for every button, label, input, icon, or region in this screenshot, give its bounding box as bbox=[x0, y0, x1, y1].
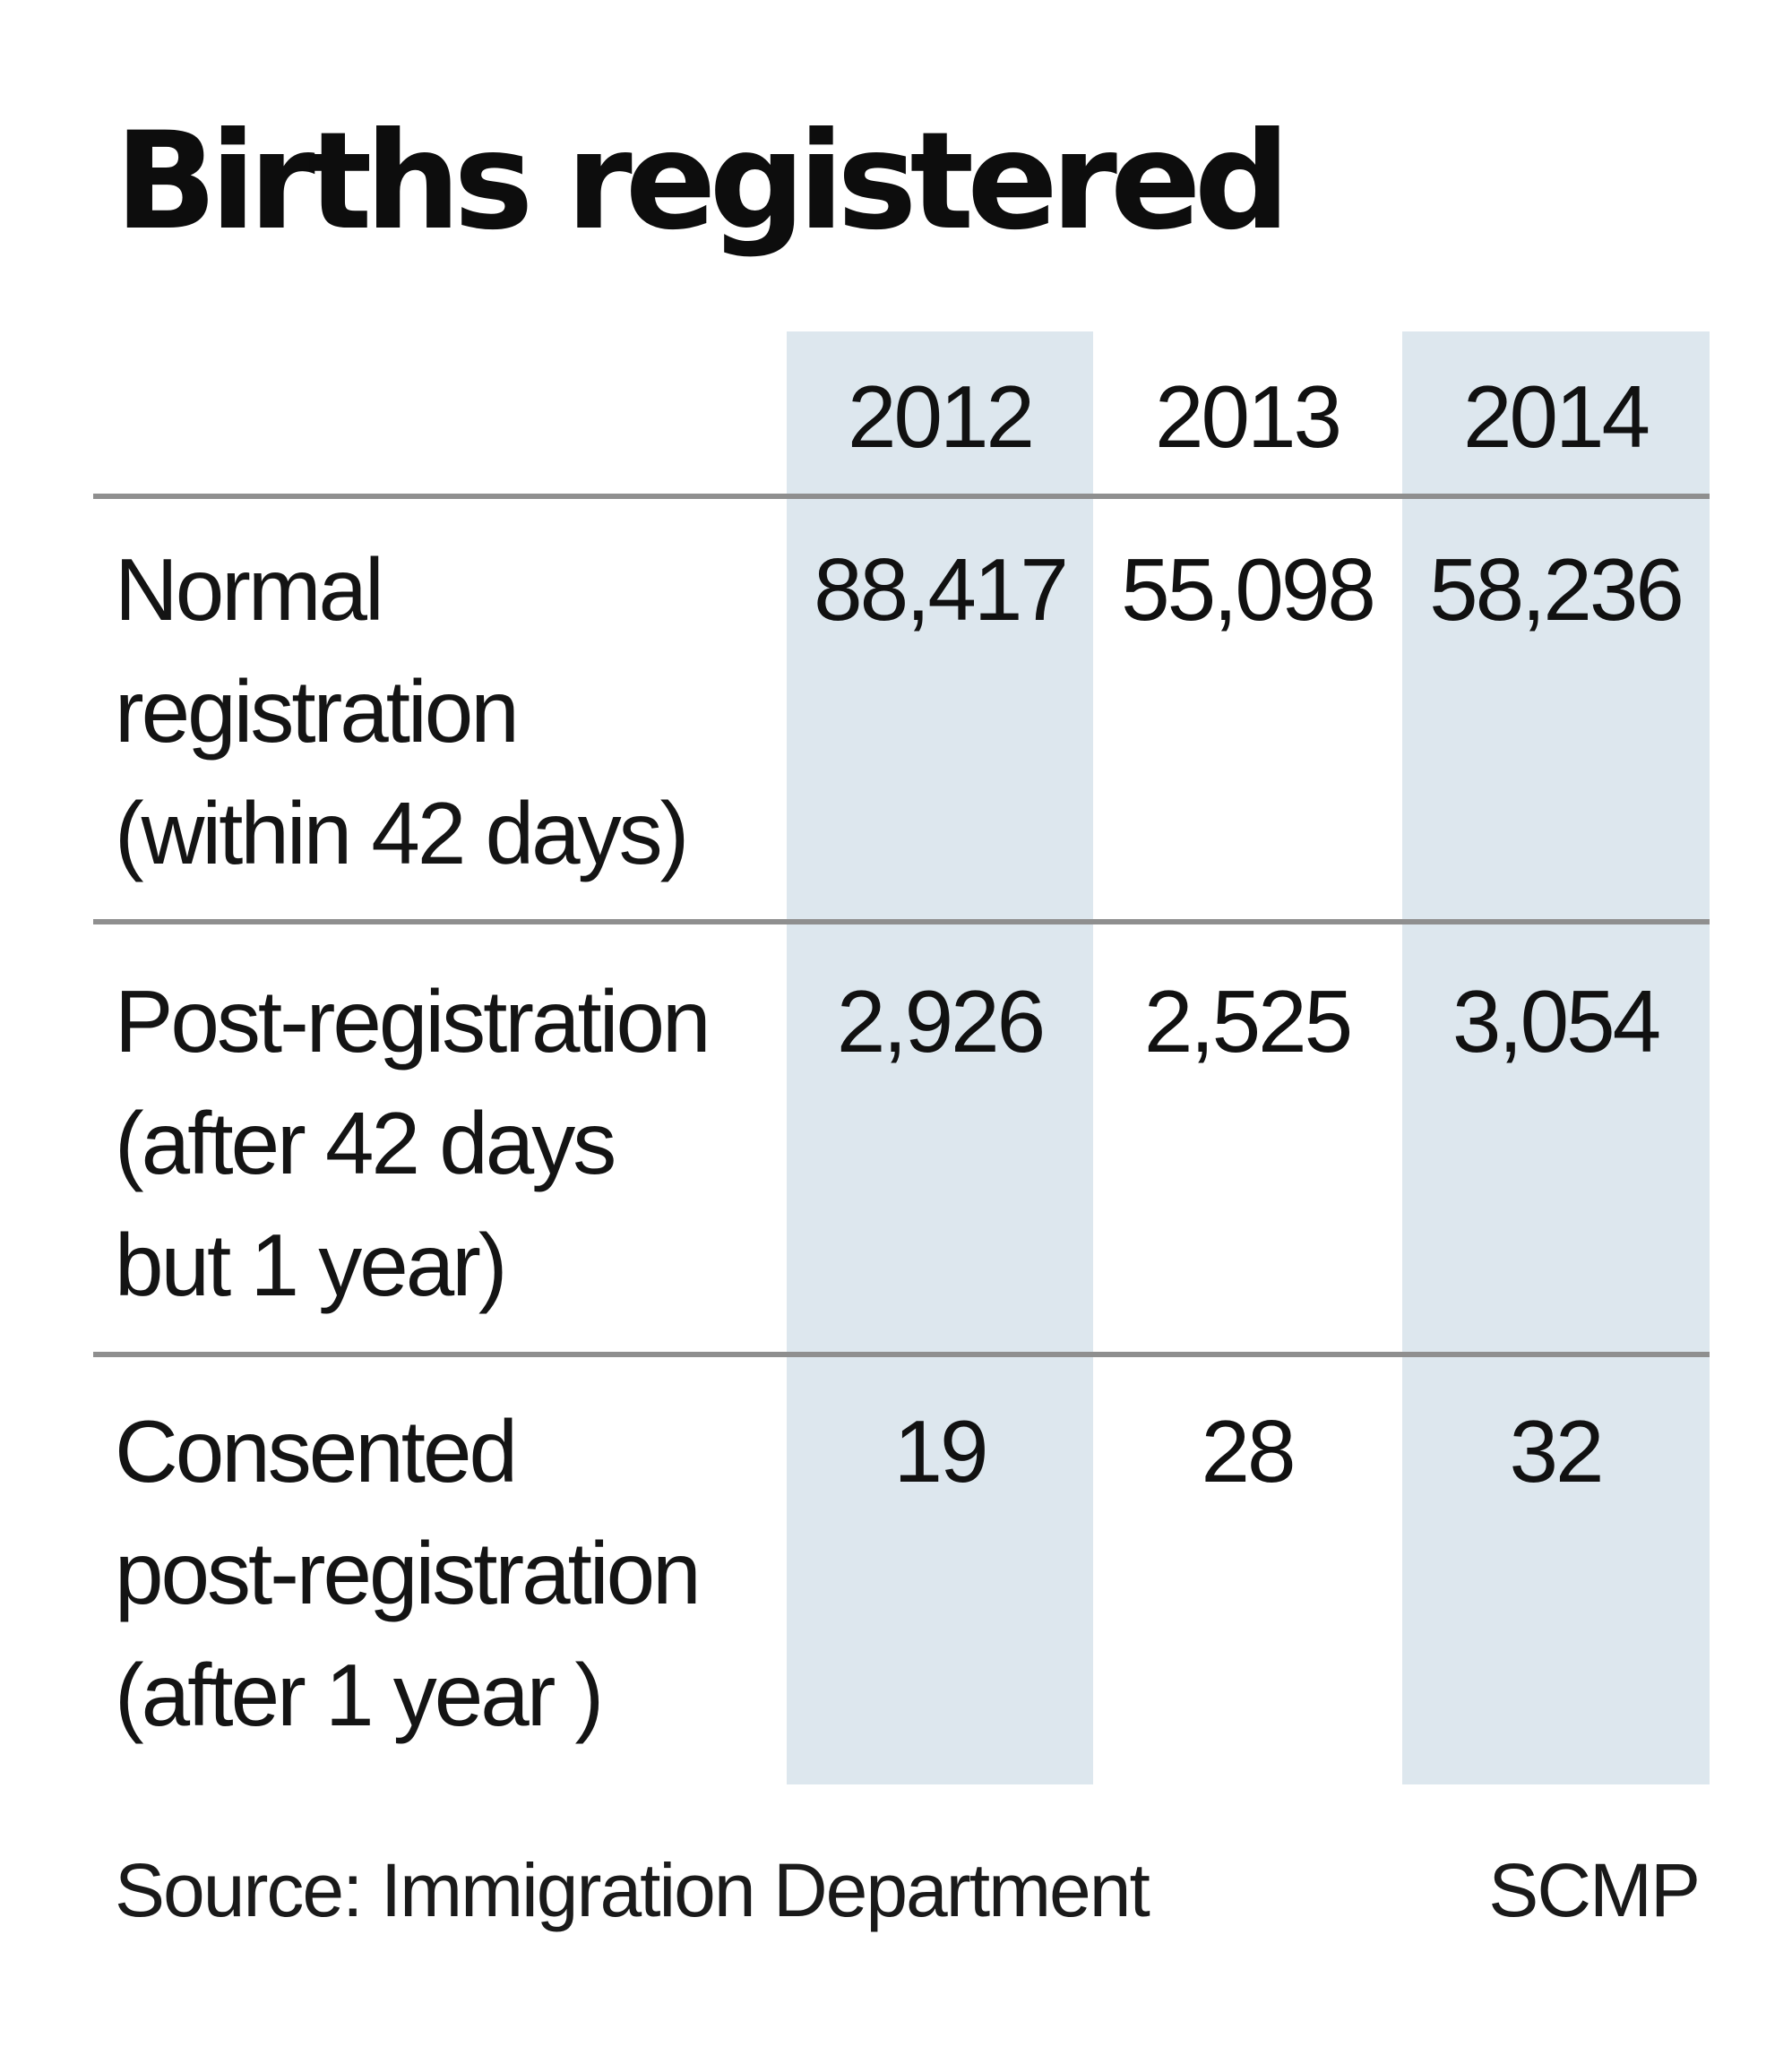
row-label-line: (after 42 days bbox=[115, 1094, 616, 1192]
column-shade-2014 bbox=[1402, 331, 1710, 1784]
cell-normal-2014: 58,236 bbox=[1429, 540, 1684, 639]
row-label-line: Post-registration bbox=[115, 972, 711, 1070]
row-divider bbox=[93, 1352, 1710, 1357]
row-label-line: registration bbox=[115, 662, 520, 761]
column-header-2013: 2013 bbox=[1154, 367, 1342, 466]
cell-consented-2012: 19 bbox=[893, 1402, 988, 1500]
row-label-line: Consented bbox=[115, 1402, 518, 1500]
publisher-credit: SCMP bbox=[1488, 1848, 1701, 1932]
row-divider bbox=[93, 919, 1710, 924]
row-label-line: post-registration bbox=[115, 1524, 702, 1622]
column-header-2012: 2012 bbox=[847, 367, 1035, 466]
row-label-normal-registration: Normal registration (within 42 days) bbox=[115, 529, 778, 894]
row-label-line: (after 1 year ) bbox=[115, 1646, 604, 1744]
row-label-consented-post-registration: Consented post-registration (after 1 yea… bbox=[115, 1390, 778, 1756]
row-label-line: (within 42 days) bbox=[115, 784, 689, 882]
column-shade-2012 bbox=[787, 331, 1093, 1784]
cell-post-2012: 2,926 bbox=[836, 972, 1046, 1070]
cell-consented-2014: 32 bbox=[1509, 1402, 1604, 1500]
cell-normal-2013: 55,098 bbox=[1121, 540, 1376, 639]
cell-consented-2013: 28 bbox=[1201, 1402, 1296, 1500]
row-label-line: but 1 year) bbox=[115, 1216, 507, 1314]
cell-normal-2012: 88,417 bbox=[814, 540, 1069, 639]
header-divider bbox=[93, 494, 1710, 499]
cell-post-2014: 3,054 bbox=[1452, 972, 1661, 1070]
source-note: Source: Immigration Department bbox=[115, 1848, 1150, 1932]
row-label-line: Normal bbox=[115, 540, 384, 639]
chart-title: Births registered bbox=[115, 104, 1290, 260]
column-header-2014: 2014 bbox=[1462, 367, 1650, 466]
row-label-post-registration: Post-registration (after 42 days but 1 y… bbox=[115, 960, 778, 1326]
cell-post-2013: 2,525 bbox=[1143, 972, 1353, 1070]
